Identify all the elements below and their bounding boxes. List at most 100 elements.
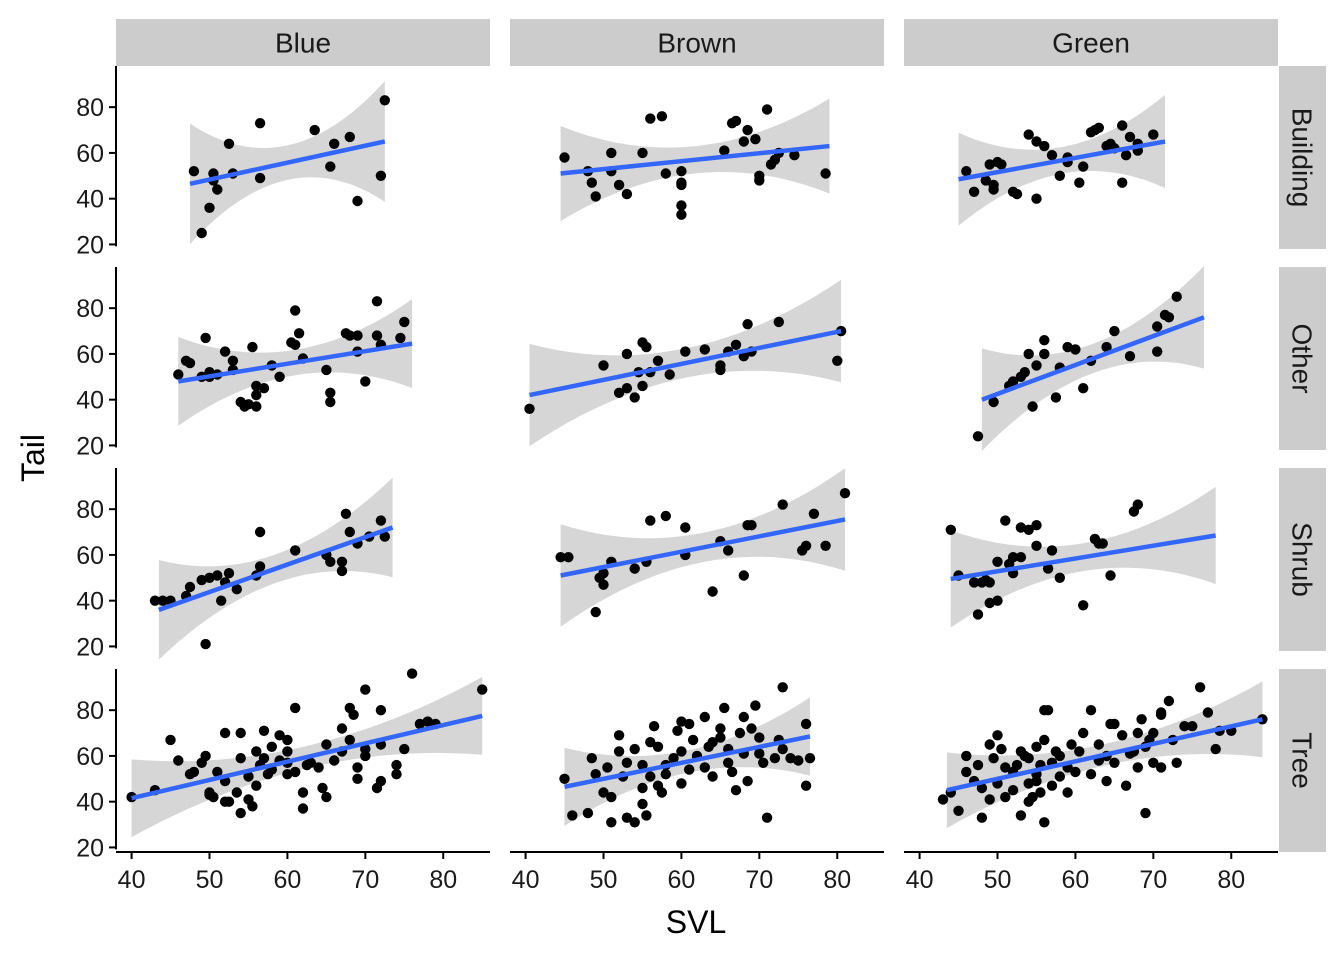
data-point bbox=[804, 753, 816, 764]
column-strip-green bbox=[904, 19, 1278, 66]
data-point bbox=[196, 227, 207, 239]
data-point bbox=[945, 524, 956, 535]
row-strip-label: Tree bbox=[1287, 732, 1318, 789]
data-point bbox=[1031, 520, 1042, 531]
data-point bbox=[1210, 743, 1221, 755]
column-strips: Blue Brown Green bbox=[116, 19, 1278, 66]
y-tick-label: 60 bbox=[76, 743, 104, 771]
data-point bbox=[321, 791, 332, 803]
data-point bbox=[375, 515, 387, 526]
data-point bbox=[676, 778, 687, 789]
panel-building-brown bbox=[559, 98, 831, 221]
x-tick-label: 40 bbox=[118, 866, 146, 894]
data-point bbox=[1078, 600, 1089, 611]
data-point bbox=[1093, 739, 1105, 750]
x-tick-label: 70 bbox=[745, 866, 773, 894]
data-point bbox=[746, 520, 757, 531]
data-point bbox=[1042, 705, 1054, 716]
data-point bbox=[1124, 351, 1136, 362]
data-point bbox=[992, 595, 1003, 606]
data-point bbox=[1078, 727, 1089, 739]
data-point bbox=[1023, 348, 1034, 360]
data-point bbox=[953, 805, 964, 816]
data-point bbox=[325, 556, 336, 567]
data-point bbox=[1101, 341, 1112, 353]
data-point bbox=[559, 773, 570, 784]
data-point bbox=[1132, 499, 1144, 510]
data-point bbox=[1062, 787, 1073, 798]
data-point bbox=[1039, 140, 1050, 152]
column-strip-blue bbox=[116, 19, 490, 66]
x-tick-label: 60 bbox=[668, 866, 696, 894]
y-tick-label: 20 bbox=[76, 231, 104, 259]
panel-shrub-brown bbox=[555, 468, 851, 627]
data-point bbox=[219, 346, 231, 357]
data-point bbox=[723, 545, 734, 556]
data-point bbox=[637, 380, 648, 392]
data-point bbox=[1000, 791, 1011, 803]
x-tick-label: 50 bbox=[196, 866, 224, 894]
data-point bbox=[648, 721, 660, 732]
data-point bbox=[707, 771, 718, 782]
data-point bbox=[746, 723, 757, 734]
data-point bbox=[1163, 695, 1175, 707]
data-point bbox=[676, 179, 687, 191]
data-point bbox=[660, 168, 671, 179]
data-point bbox=[290, 766, 301, 778]
data-point bbox=[223, 568, 235, 579]
data-point bbox=[586, 753, 597, 764]
panel-tree-green bbox=[937, 681, 1268, 829]
data-point bbox=[375, 170, 387, 181]
data-point bbox=[1148, 129, 1159, 140]
data-point bbox=[251, 780, 262, 791]
data-point bbox=[325, 387, 336, 398]
data-point bbox=[656, 111, 668, 122]
data-point bbox=[800, 718, 812, 730]
data-point bbox=[1023, 753, 1034, 764]
data-point bbox=[360, 750, 371, 762]
data-point bbox=[672, 725, 683, 736]
data-point bbox=[212, 570, 223, 581]
data-point bbox=[559, 152, 570, 163]
data-point bbox=[1171, 757, 1182, 768]
data-point bbox=[258, 753, 270, 764]
x-tick-label: 80 bbox=[1217, 866, 1245, 894]
data-point bbox=[375, 705, 387, 716]
data-point bbox=[629, 392, 640, 403]
data-point bbox=[984, 739, 995, 750]
data-point bbox=[800, 780, 812, 791]
panel-other-brown bbox=[524, 279, 847, 447]
data-point bbox=[1117, 120, 1128, 131]
data-point bbox=[340, 508, 352, 519]
data-point bbox=[715, 364, 726, 376]
data-point bbox=[1031, 193, 1042, 204]
row-strip-label: Other bbox=[1287, 323, 1318, 393]
data-point bbox=[258, 725, 270, 736]
data-point bbox=[984, 159, 995, 170]
data-point bbox=[641, 341, 652, 353]
data-point bbox=[254, 172, 266, 184]
data-point bbox=[563, 552, 574, 563]
data-point bbox=[1007, 552, 1019, 563]
x-tick-label: 40 bbox=[512, 866, 540, 894]
row-strip-label: Shrub bbox=[1287, 522, 1318, 597]
data-point bbox=[961, 766, 972, 778]
data-point bbox=[227, 355, 239, 366]
data-point bbox=[1046, 545, 1058, 556]
fit-line bbox=[946, 717, 1263, 793]
data-point bbox=[590, 191, 601, 202]
data-point bbox=[645, 771, 656, 782]
data-point bbox=[707, 737, 718, 748]
fit-line bbox=[981, 315, 1205, 402]
panel-other-blue bbox=[173, 296, 413, 426]
column-strip-label: Brown bbox=[657, 28, 736, 59]
data-point bbox=[216, 595, 227, 606]
data-point bbox=[1120, 150, 1132, 161]
data-point bbox=[231, 584, 242, 595]
data-point bbox=[212, 184, 223, 195]
fit-line bbox=[950, 533, 1217, 582]
data-point bbox=[212, 766, 223, 778]
data-point bbox=[1155, 709, 1167, 720]
data-point bbox=[738, 136, 749, 147]
row-strip-tree bbox=[1279, 669, 1326, 852]
